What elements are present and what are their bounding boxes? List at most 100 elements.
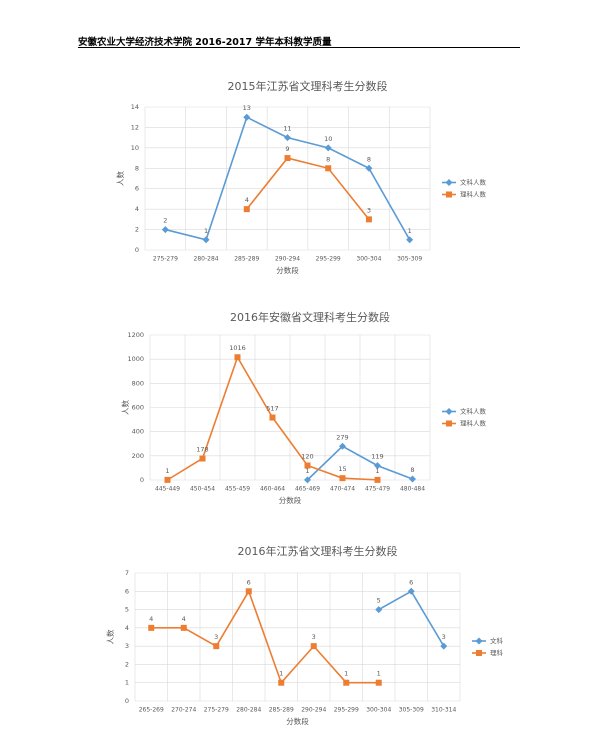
marker bbox=[365, 216, 372, 223]
legend-label: 文科 bbox=[490, 636, 504, 645]
marker bbox=[234, 354, 241, 361]
marker bbox=[407, 587, 415, 595]
marker bbox=[374, 462, 381, 470]
data-label: 517 bbox=[266, 405, 278, 413]
y-tick-label: 4 bbox=[135, 205, 139, 213]
y-tick-label: 800 bbox=[132, 379, 144, 387]
x-tick-label: 290-294 bbox=[301, 707, 326, 714]
y-tick-label: 200 bbox=[132, 452, 144, 460]
legend-label: 文科人数 bbox=[460, 178, 487, 187]
data-label: 1 bbox=[375, 467, 379, 475]
y-tick-label: 0 bbox=[135, 246, 139, 254]
data-label: 8 bbox=[410, 466, 414, 474]
data-label: 119 bbox=[371, 453, 383, 461]
data-label: 1016 bbox=[229, 344, 246, 352]
data-label: 6 bbox=[247, 578, 251, 586]
data-label: 3 bbox=[214, 633, 218, 641]
legend-marker bbox=[446, 420, 452, 427]
marker bbox=[202, 236, 210, 244]
marker bbox=[339, 475, 346, 482]
y-tick-label: 400 bbox=[132, 428, 144, 436]
chart-title: 2016年安徽省文理科考生分数段 bbox=[230, 310, 390, 324]
y-tick-label: 6 bbox=[135, 185, 139, 193]
data-label: 4 bbox=[182, 615, 186, 623]
data-label: 1 bbox=[344, 670, 348, 678]
data-label: 1 bbox=[279, 670, 283, 678]
marker bbox=[440, 642, 448, 650]
data-label: 178 bbox=[196, 445, 208, 453]
series-line bbox=[151, 589, 379, 685]
x-tick-label: 455-459 bbox=[225, 486, 250, 493]
x-tick-label: 480-484 bbox=[400, 486, 425, 493]
x-axis-label: 分数段 bbox=[276, 265, 299, 275]
header-title: 安徽农业大学经济技术学院 2016-2017 学年本科教学质量 bbox=[78, 37, 332, 48]
x-axis-label: 分数段 bbox=[286, 716, 309, 726]
y-tick-label: 4 bbox=[125, 624, 129, 632]
marker bbox=[161, 226, 169, 234]
marker bbox=[375, 606, 383, 614]
x-tick-label: 460-464 bbox=[260, 486, 285, 493]
marker bbox=[269, 414, 276, 421]
legend-label: 文科人数 bbox=[460, 407, 487, 416]
data-label: 8 bbox=[367, 155, 371, 163]
x-tick-label: 265-269 bbox=[139, 707, 164, 714]
x-tick-label: 295-299 bbox=[334, 707, 359, 714]
data-label: 1 bbox=[305, 467, 309, 475]
x-tick-label: 475-479 bbox=[365, 486, 390, 493]
data-label: 11 bbox=[283, 125, 291, 133]
x-tick-label: 280-284 bbox=[194, 256, 219, 263]
data-label: 4 bbox=[245, 196, 249, 204]
x-tick-label: 280-284 bbox=[236, 707, 261, 714]
marker bbox=[278, 679, 285, 686]
chart-title: 2016年江苏省文理科考生分数段 bbox=[238, 544, 398, 558]
x-tick-label: 450-454 bbox=[190, 486, 215, 493]
marker bbox=[243, 206, 250, 213]
marker bbox=[324, 144, 332, 152]
y-tick-label: 6 bbox=[125, 587, 129, 595]
x-tick-label: 305-309 bbox=[399, 707, 424, 714]
data-label: 4 bbox=[149, 615, 153, 623]
marker bbox=[245, 588, 252, 595]
x-tick-label: 275-279 bbox=[204, 707, 229, 714]
data-label: 5 bbox=[377, 597, 381, 605]
marker bbox=[365, 164, 373, 172]
data-label: 10 bbox=[324, 135, 332, 143]
y-axis-label: 人数 bbox=[120, 400, 130, 415]
marker bbox=[375, 679, 382, 686]
legend-label: 理科 bbox=[490, 648, 504, 657]
marker bbox=[406, 236, 414, 244]
marker bbox=[374, 476, 381, 483]
marker bbox=[164, 476, 171, 483]
marker bbox=[310, 643, 317, 650]
chart-title: 2015年江苏省文理科考生分数段 bbox=[228, 79, 388, 93]
data-label: 6 bbox=[409, 578, 413, 586]
x-tick-label: 305-309 bbox=[397, 256, 422, 263]
data-label: 2 bbox=[163, 217, 167, 225]
x-tick-label: 290-294 bbox=[275, 256, 300, 263]
marker bbox=[199, 455, 206, 462]
marker bbox=[325, 165, 332, 172]
y-tick-label: 1200 bbox=[127, 331, 144, 339]
legend-label: 理科人数 bbox=[460, 190, 487, 199]
y-axis-label: 人数 bbox=[105, 629, 115, 644]
data-label: 1 bbox=[408, 227, 412, 235]
data-label: 279 bbox=[336, 433, 348, 441]
y-tick-label: 1000 bbox=[127, 355, 144, 363]
x-tick-label: 470-474 bbox=[330, 486, 355, 493]
marker bbox=[284, 134, 291, 142]
legend-marker bbox=[475, 637, 483, 645]
y-tick-label: 12 bbox=[131, 123, 139, 131]
marker bbox=[339, 442, 346, 450]
x-tick-label: 300-304 bbox=[356, 256, 381, 263]
series-line bbox=[306, 445, 413, 481]
x-tick-label: 270-274 bbox=[171, 707, 196, 714]
marker bbox=[148, 624, 155, 631]
y-tick-label: 3 bbox=[125, 642, 129, 650]
data-label: 3 bbox=[367, 206, 371, 214]
y-tick-label: 0 bbox=[140, 476, 144, 484]
y-tick-label: 1 bbox=[125, 679, 129, 687]
y-tick-label: 2 bbox=[125, 660, 129, 668]
legend-marker bbox=[445, 179, 453, 186]
marker bbox=[409, 475, 416, 483]
